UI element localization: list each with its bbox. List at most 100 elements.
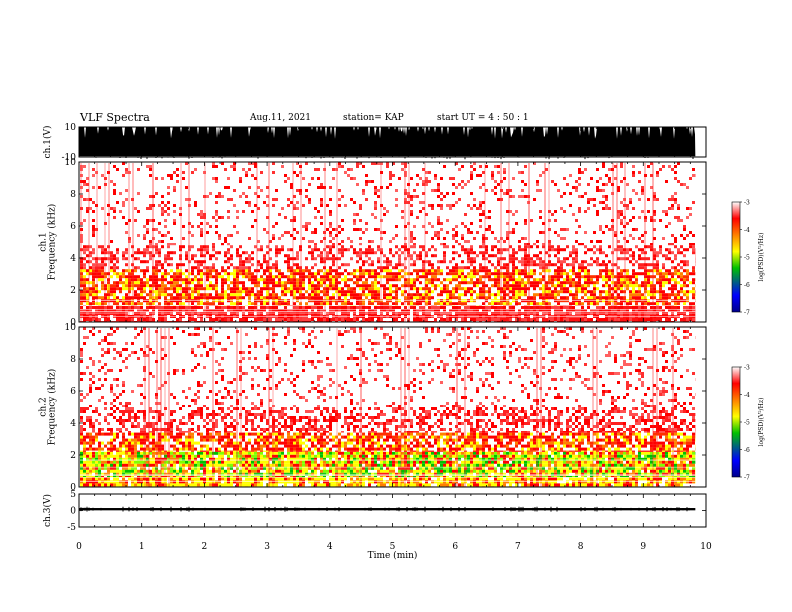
spectrogram-cell	[200, 234, 203, 237]
spectrogram-cell	[551, 284, 554, 288]
spectrogram-cell	[539, 251, 542, 255]
spectrogram-cell	[167, 213, 170, 216]
spectrogram-cell	[671, 278, 674, 282]
spectrogram-cell	[161, 240, 164, 243]
spectrogram-cell	[437, 186, 440, 189]
spectrogram-cell	[437, 204, 440, 207]
spectrogram-cell	[518, 171, 521, 174]
spectrogram-cell	[422, 201, 425, 204]
spectrogram-cell	[140, 293, 143, 297]
spectrogram-cell	[506, 318, 509, 321]
spectrogram-cell	[524, 183, 527, 186]
spectrogram-cell	[683, 275, 686, 279]
spectrogram-cell	[332, 269, 335, 273]
spectrogram-cell	[569, 306, 572, 309]
spectrogram-cell	[341, 240, 344, 243]
spectrogram-cell	[146, 251, 149, 255]
spectrogram-cell	[620, 231, 623, 234]
spectrogram-cell	[461, 281, 464, 285]
spectrogram-cell	[191, 309, 194, 312]
spectrogram-cell	[281, 284, 284, 288]
spectrogram-cell	[488, 260, 491, 264]
spectrogram-cell	[677, 312, 680, 315]
spectrogram-cell	[266, 263, 269, 267]
spectrogram-cell	[578, 263, 581, 267]
spectrogram-cell	[104, 293, 107, 297]
spectrogram-cell	[308, 183, 311, 186]
spectrogram-cell	[440, 312, 443, 315]
spectrogram-cell	[185, 281, 188, 285]
spectrogram-cell	[575, 251, 578, 255]
spectrogram-cell	[89, 272, 92, 276]
spectrogram-cell	[332, 228, 335, 231]
spectrogram-cell	[401, 312, 404, 315]
spectrogram-cell	[650, 296, 653, 300]
spectrogram-cell	[560, 290, 563, 294]
spectrogram-cell	[239, 296, 242, 300]
spectrogram-cell	[485, 312, 488, 315]
spectrogram-cell	[452, 266, 455, 270]
spectrogram-cell	[80, 312, 83, 315]
spectrogram-cell	[371, 248, 374, 252]
spectrogram-cell	[140, 281, 143, 285]
spectrogram-cell	[194, 266, 197, 270]
spectrogram-cell	[650, 293, 653, 297]
spectrogram-cell	[149, 306, 152, 309]
spectrogram-cell	[632, 318, 635, 321]
spectrogram-cell	[659, 245, 662, 249]
spectrogram-cell	[80, 309, 83, 312]
spectrogram-cell	[371, 281, 374, 285]
spectrogram-cell	[260, 293, 263, 297]
spectrogram-cell	[584, 275, 587, 279]
spectrogram-cell	[248, 186, 251, 189]
spectrogram-cell	[92, 477, 95, 481]
spectrogram-cell	[176, 302, 179, 306]
spectrogram-cell	[137, 302, 140, 306]
spectrogram-cell	[467, 309, 470, 312]
spectrogram-cell	[569, 192, 572, 195]
spectrogram-cell	[212, 165, 215, 168]
spectrogram-cell	[590, 477, 593, 481]
spectrogram-cell	[197, 290, 200, 294]
spectrogram-cell	[314, 290, 317, 294]
spectrogram-cell	[266, 293, 269, 297]
spectrogram-cell	[296, 281, 299, 285]
spectrogram-cell	[671, 195, 674, 198]
spectrogram-cell	[116, 248, 119, 252]
spectrogram-cell	[308, 281, 311, 285]
spectrogram-cell	[512, 257, 515, 261]
spectrogram-cell	[155, 260, 158, 264]
spectrogram-cell	[479, 174, 482, 177]
spectrogram-cell	[245, 318, 248, 321]
spectrogram-cell	[281, 272, 284, 276]
spectrogram-cell	[134, 293, 137, 297]
spectrogram-cell	[305, 309, 308, 312]
spectrogram-cell	[146, 284, 149, 288]
spectrogram-cell	[674, 272, 677, 276]
spectrogram-cell	[278, 296, 281, 300]
spectrogram-cell	[149, 195, 152, 198]
spectrogram-cell	[551, 245, 554, 249]
spectrogram-cell	[83, 263, 86, 267]
spectrogram-cell	[422, 263, 425, 267]
spectrogram-cell	[80, 302, 83, 306]
spectrogram-cell	[341, 219, 344, 222]
spectrogram-cell	[635, 477, 638, 481]
spectrogram-cell	[305, 162, 308, 165]
spectrogram-cell	[437, 477, 440, 481]
spectrogram-cell	[617, 306, 620, 309]
spectrogram-cell	[326, 269, 329, 273]
spectrogram-cell	[473, 269, 476, 273]
spectrogram-cell	[281, 207, 284, 210]
spectrogram-cell	[497, 272, 500, 276]
spectrogram-cell	[143, 248, 146, 252]
spectrogram-cell	[683, 293, 686, 297]
spectrogram-cell	[416, 293, 419, 297]
spectrogram-cell	[629, 254, 632, 258]
spectrogram-cell	[470, 293, 473, 297]
spectrogram-cell	[689, 213, 692, 216]
spectrogram-cell	[92, 306, 95, 309]
spectrogram-cell	[146, 222, 149, 225]
spectrogram-cell	[488, 287, 491, 291]
spectrogram-cell	[509, 306, 512, 309]
